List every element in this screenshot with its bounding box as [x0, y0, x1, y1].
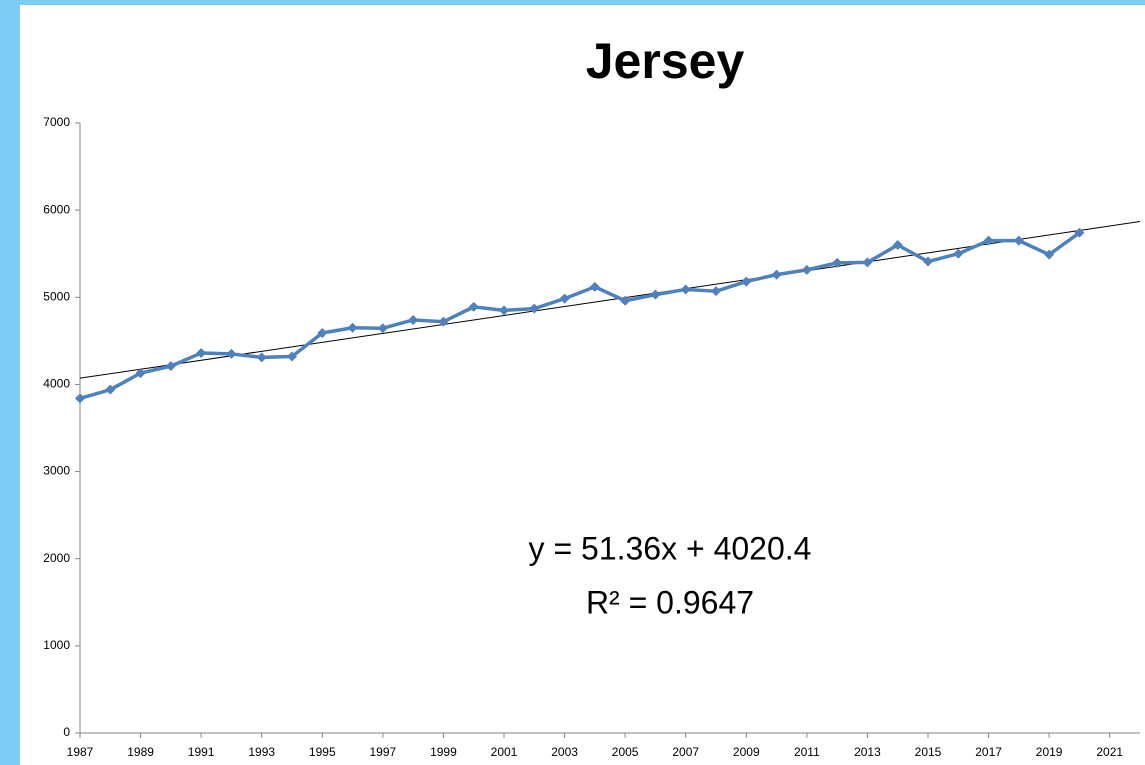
- x-tick-label: 2021: [1096, 745, 1123, 759]
- x-tick-label: 1991: [188, 745, 215, 759]
- y-tick-label: 3000: [43, 464, 70, 478]
- data-point: [711, 286, 721, 297]
- y-tick-label: 6000: [43, 202, 70, 216]
- y-tick-label: 7000: [43, 115, 70, 129]
- data-point: [317, 328, 328, 339]
- data-point: [529, 303, 540, 314]
- data-point: [75, 393, 85, 404]
- data-point: [983, 235, 994, 246]
- x-tick-label: 2003: [551, 745, 578, 759]
- data-point: [771, 269, 782, 280]
- trend-r-squared: R² = 0.9647: [586, 584, 754, 620]
- data-point: [226, 348, 237, 359]
- y-tick-label: 2000: [43, 551, 70, 565]
- x-tick-label: 2017: [975, 745, 1002, 759]
- x-tick-label: 1993: [248, 745, 275, 759]
- y-tick-label: 5000: [43, 289, 70, 303]
- data-point: [953, 248, 964, 259]
- data-point: [801, 264, 812, 275]
- data-point: [559, 293, 570, 304]
- chart-title: Jersey: [586, 33, 745, 89]
- x-tick-label: 2001: [491, 745, 518, 759]
- data-point: [589, 281, 600, 292]
- x-tick-label: 2013: [854, 745, 881, 759]
- data-point: [408, 314, 419, 325]
- data-point: [892, 240, 903, 250]
- data-point: [438, 316, 449, 327]
- data-point: [741, 276, 752, 287]
- x-tick-label: 2015: [915, 745, 942, 759]
- data-point: [1013, 235, 1024, 246]
- x-tick-label: 1989: [127, 745, 154, 759]
- data-point: [499, 305, 509, 316]
- data-point: [287, 351, 297, 362]
- data-point: [377, 323, 388, 334]
- data-point: [468, 301, 479, 312]
- y-tick-label: 0: [63, 725, 70, 739]
- x-tick-label: 2009: [733, 745, 760, 759]
- data-point: [256, 352, 267, 363]
- x-tick-label: 2011: [794, 745, 820, 759]
- y-tick-label: 1000: [43, 638, 70, 652]
- data-point: [196, 348, 207, 359]
- data-point: [862, 257, 873, 268]
- x-tick-label: 1995: [309, 745, 336, 759]
- data-point: [832, 257, 843, 268]
- data-point: [680, 284, 691, 295]
- trend-line: [79, 221, 1141, 379]
- x-tick-label: 2019: [1036, 745, 1063, 759]
- x-tick-label: 1987: [67, 745, 94, 759]
- page: Jersey y = 51.36x + 4020.4 R² = 0.9647 0…: [20, 5, 1145, 765]
- x-tick-label: 2007: [672, 745, 699, 759]
- x-tick-label: 2005: [612, 745, 639, 759]
- data-point: [620, 295, 631, 306]
- data-point: [1074, 227, 1085, 238]
- chart: Jersey y = 51.36x + 4020.4 R² = 0.9647 0…: [43, 33, 1141, 759]
- data-point: [650, 289, 661, 300]
- data-point: [105, 384, 116, 395]
- data-point: [1044, 249, 1055, 260]
- series-line: [79, 231, 1081, 401]
- trend-equation: y = 51.36x + 4020.4: [529, 530, 812, 566]
- data-point: [165, 361, 176, 372]
- x-tick-label: 1997: [370, 745, 397, 759]
- y-tick-label: 4000: [43, 377, 70, 391]
- data-point: [347, 322, 358, 333]
- data-point: [135, 368, 146, 379]
- x-tick-label: 1999: [430, 745, 457, 759]
- data-point: [923, 256, 933, 267]
